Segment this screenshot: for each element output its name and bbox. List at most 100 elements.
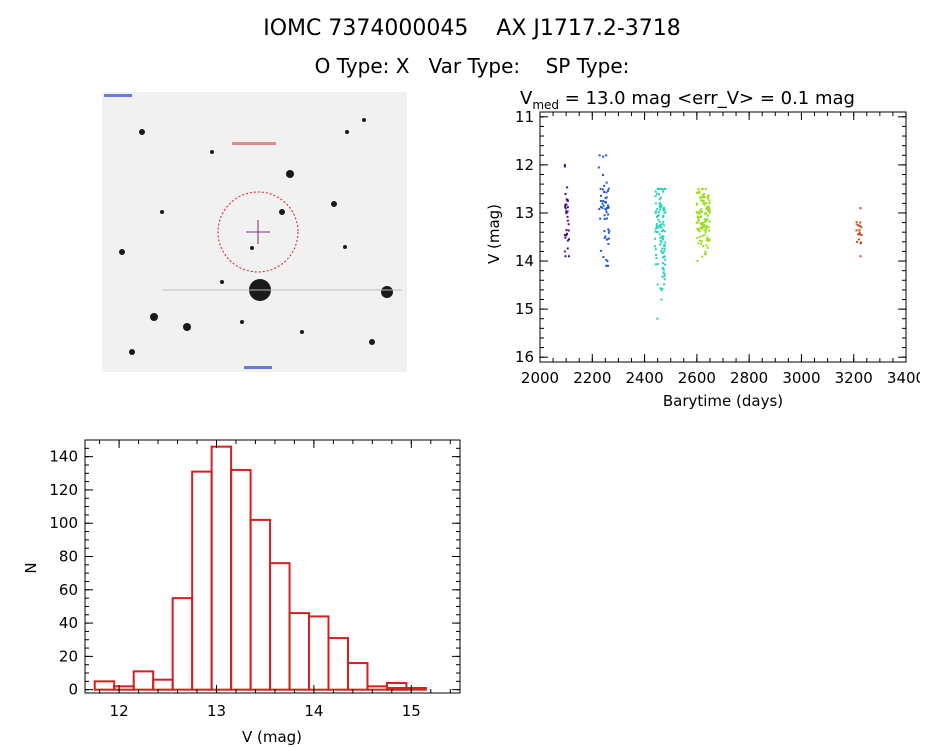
lc-point-4: [857, 233, 860, 236]
hist-xtick-label: 13: [207, 702, 226, 720]
lc-point-1: [605, 258, 608, 261]
light-curve-frame: [539, 111, 907, 363]
lc-point-2: [663, 230, 666, 233]
lc-point-2: [661, 275, 664, 278]
lc-point-2: [662, 262, 665, 265]
histogram-bar: [113, 685, 135, 691]
lc-ytick-label: 16: [515, 348, 534, 366]
lc-point-2: [658, 198, 661, 201]
lc-point-1: [604, 235, 607, 238]
finder-star-18: [279, 209, 285, 215]
finder-star-8: [220, 280, 224, 284]
lc-point-0: [565, 210, 568, 213]
lc-point-0: [567, 223, 570, 226]
lc-point-3: [696, 222, 699, 225]
lc-point-2: [661, 247, 664, 250]
lc-point-3: [708, 210, 711, 213]
lc-point-3: [705, 227, 708, 230]
lc-point-2: [654, 263, 657, 266]
lc-point-2: [657, 214, 660, 217]
lc-point-0: [567, 229, 570, 232]
lc-point-2: [654, 211, 657, 214]
lc-point-1: [603, 190, 606, 193]
lc-point-3: [706, 195, 709, 198]
lc-xtick-label: 2800: [730, 369, 768, 387]
histogram-bar: [152, 678, 174, 691]
lc-xtick-label: 2200: [573, 369, 611, 387]
finder-star-10: [369, 339, 375, 345]
lc-point-2: [663, 283, 666, 286]
lc-point-0: [563, 250, 566, 253]
finder-stars: [119, 118, 402, 355]
histogram-bar: [308, 615, 330, 691]
finder-star-1: [331, 201, 337, 207]
lc-point-4: [859, 207, 862, 210]
lc-point-3: [703, 224, 706, 227]
lc-point-3: [700, 240, 703, 243]
lc-point-2: [655, 257, 658, 260]
lc-point-3: [708, 229, 711, 232]
lc-ytick-label: 15: [515, 300, 534, 318]
lc-point-2: [655, 210, 658, 213]
histogram-bar: [327, 637, 349, 691]
finder-circle-icon: [217, 191, 299, 273]
lc-point-0: [566, 186, 569, 189]
lc-point-1: [607, 264, 610, 267]
lc-ytick-label: 13: [515, 204, 534, 222]
lc-point-2: [654, 230, 657, 233]
lc-point-1: [603, 230, 606, 233]
lc-point-2: [663, 250, 666, 253]
lc-point-4: [855, 229, 858, 232]
lc-point-2: [663, 255, 666, 258]
lc-point-1: [599, 249, 602, 252]
lc-point-3: [706, 246, 709, 249]
lc-point-0: [565, 234, 568, 237]
lc-point-1: [605, 211, 608, 214]
lc-point-0: [566, 215, 569, 218]
finder-star-5: [119, 249, 125, 255]
lc-point-2: [654, 202, 657, 205]
lc-point-3: [703, 218, 706, 221]
lc-point-2: [655, 253, 658, 256]
lc-point-1: [605, 196, 608, 199]
lc-point-2: [659, 239, 662, 242]
lc-point-4: [860, 233, 863, 236]
hist-ytick-label: 140: [49, 448, 78, 466]
histogram-bar: [171, 597, 194, 691]
lc-point-3: [706, 238, 709, 241]
lc-point-2: [658, 204, 661, 207]
lc-point-0: [568, 238, 571, 241]
lc-point-3: [698, 239, 701, 242]
lc-point-2: [663, 247, 666, 250]
lc-point-3: [703, 203, 706, 206]
lc-point-2: [655, 225, 658, 228]
lc-point-3: [698, 235, 701, 238]
hist-ytick-label: 100: [49, 514, 78, 532]
lc-point-1: [599, 187, 602, 190]
lc-point-0: [566, 239, 569, 242]
lc-point-2: [662, 207, 665, 210]
lc-ytick-label: 14: [515, 252, 534, 270]
lc-point-2: [659, 224, 662, 227]
lc-point-1: [598, 208, 601, 211]
lc-point-3: [705, 212, 708, 215]
lc-point-4: [858, 229, 861, 232]
light-curve-ticks: 2000 2200 2400 2600 2800 3000 3200 3400 11 12 13 14…: [515, 108, 920, 387]
lc-point-3: [699, 196, 702, 199]
lc-point-0: [563, 234, 566, 237]
lc-point-2: [660, 187, 663, 190]
lc-point-1: [605, 181, 608, 184]
lc-point-4: [855, 221, 858, 224]
lc-point-2: [664, 258, 667, 261]
lc-point-2: [659, 226, 662, 229]
hist-xtick-label: 14: [304, 702, 323, 720]
lc-point-3: [706, 206, 709, 209]
lc-point-3: [703, 233, 706, 236]
lc-point-3: [708, 220, 711, 223]
chart-title: IOMC 7374000045 AX J1717.2-3718: [263, 16, 681, 41]
lc-ytick-label: 11: [515, 108, 534, 126]
lc-point-2: [663, 224, 666, 227]
light-curve-chart: Vmed = 13.0 mag <err_V> = 0.1 mag 2000 22…: [485, 88, 920, 410]
lc-point-2: [661, 252, 664, 255]
lc-point-3: [704, 231, 707, 234]
